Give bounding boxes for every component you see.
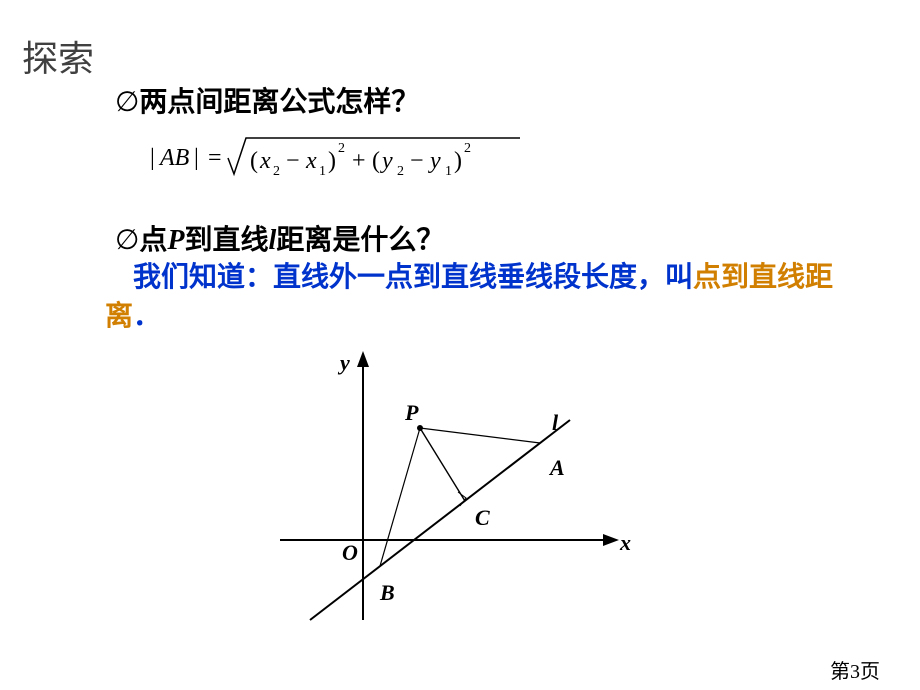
svg-text:2: 2 — [464, 141, 471, 156]
svg-text:1: 1 — [319, 164, 326, 179]
svg-text:2: 2 — [273, 164, 280, 179]
q2-mid: 到直线 — [185, 225, 269, 256]
coordinate-diagram: y x O P A B C l — [280, 350, 640, 635]
svg-text:): ) — [328, 148, 336, 174]
statement: 我们知道：直线外一点到直线垂线段长度，叫点到直线距离． — [105, 258, 865, 336]
q2-post: 距离是什么？ — [276, 225, 444, 256]
label-l: l — [552, 410, 559, 435]
question-2: ∅点P到直线l距离是什么？ — [115, 218, 444, 258]
label-B: B — [379, 580, 395, 605]
bullet-icon: ∅ — [115, 224, 139, 255]
svg-text:−: − — [410, 148, 424, 174]
svg-text:(: ( — [250, 148, 258, 174]
q2-pre: 点 — [139, 225, 167, 256]
label-x: x — [619, 530, 631, 555]
statement-blue: 我们知道：直线外一点到直线垂线段长度，叫 — [133, 262, 693, 293]
q2-P: P — [167, 225, 184, 256]
formula-svg: | AB | = ( x 2 − x 1 ) 2 + ( y 2 − y 1 )… — [150, 130, 550, 190]
svg-text:|: | — [150, 145, 155, 171]
diagram-svg: y x O P A B C l — [280, 350, 640, 630]
slide-title: 探索 — [22, 30, 94, 82]
page-number: 第3页 — [830, 655, 880, 684]
label-O: O — [342, 540, 358, 565]
question-1-text: 两点间距离公式怎样？ — [139, 87, 419, 118]
svg-text:2: 2 — [338, 141, 345, 156]
svg-text:y: y — [380, 148, 393, 174]
statement-period: ． — [133, 301, 161, 332]
svg-text:): ) — [454, 148, 462, 174]
svg-text:y: y — [428, 148, 441, 174]
distance-formula: | AB | = ( x 2 − x 1 ) 2 + ( y 2 − y 1 )… — [150, 130, 550, 195]
svg-text:AB: AB — [158, 145, 190, 171]
svg-text:1: 1 — [445, 164, 452, 179]
svg-text:2: 2 — [397, 164, 404, 179]
svg-text:=: = — [208, 145, 222, 171]
label-y: y — [337, 350, 350, 375]
label-P: P — [404, 400, 419, 425]
label-C: C — [475, 505, 490, 530]
svg-text:−: − — [286, 148, 300, 174]
svg-text:x: x — [305, 148, 317, 174]
svg-text:(: ( — [372, 148, 380, 174]
svg-text:|: | — [194, 145, 199, 171]
question-1: ∅两点间距离公式怎样？ — [115, 80, 419, 120]
bullet-icon: ∅ — [115, 86, 139, 117]
svg-text:x: x — [259, 148, 271, 174]
svg-text:+: + — [352, 148, 366, 174]
label-A: A — [548, 455, 565, 480]
